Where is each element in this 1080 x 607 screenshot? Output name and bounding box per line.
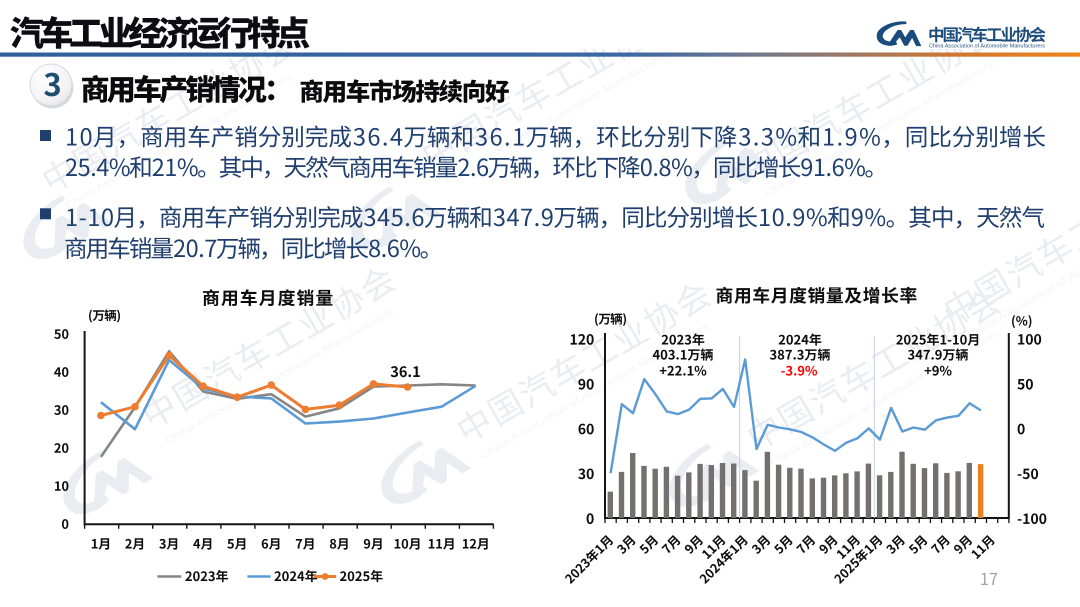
- svg-text:China Association of Automobil: China Association of Automobile Manufact…: [929, 44, 1045, 50]
